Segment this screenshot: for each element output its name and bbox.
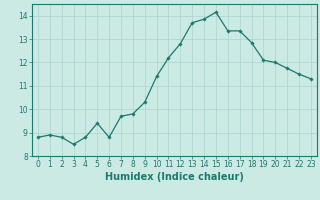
X-axis label: Humidex (Indice chaleur): Humidex (Indice chaleur) <box>105 172 244 182</box>
